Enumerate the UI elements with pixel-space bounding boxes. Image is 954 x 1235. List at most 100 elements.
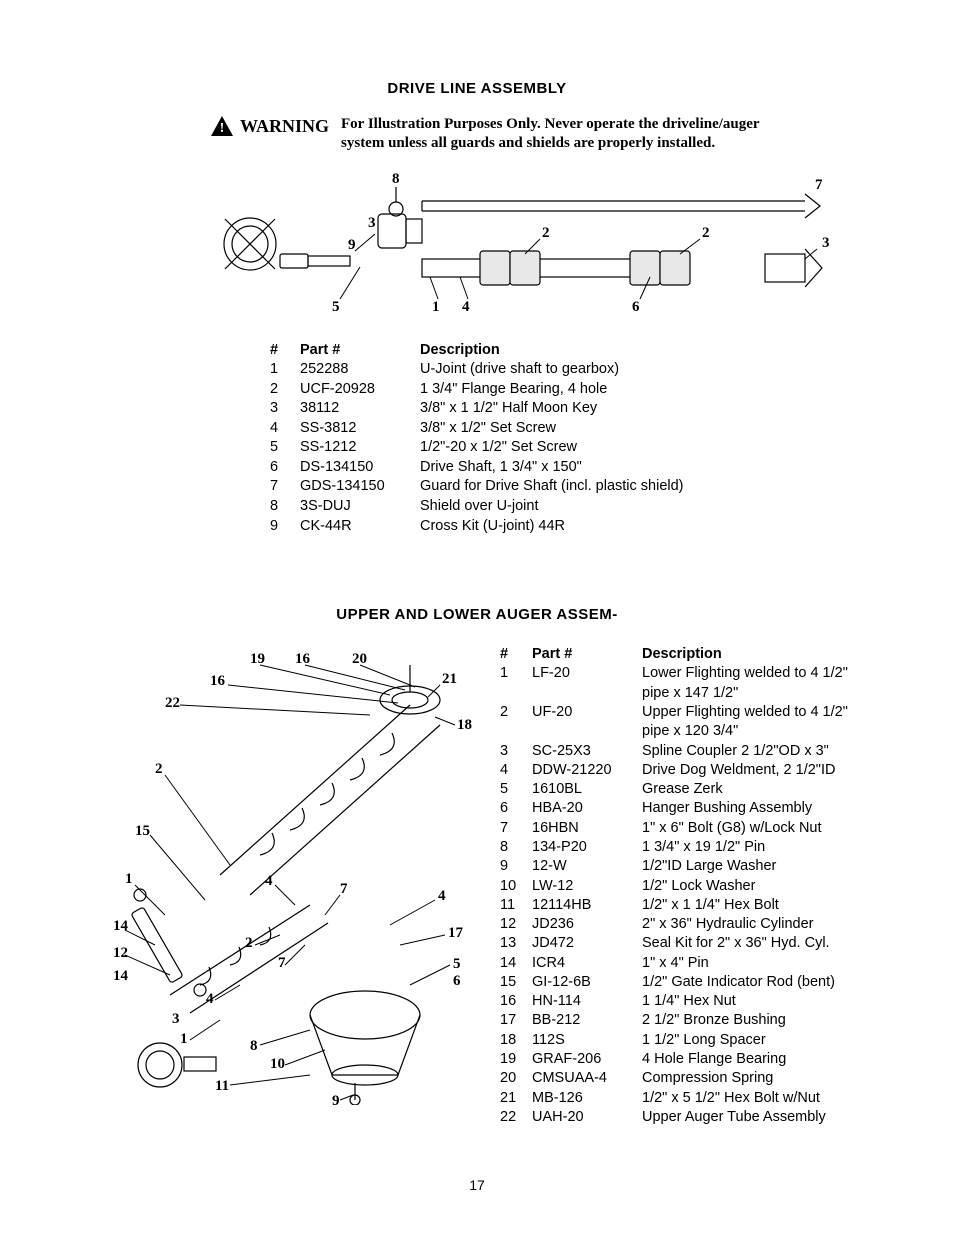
cell-desc: 1" x 6" Bolt (G8) w/Lock Nut xyxy=(642,819,874,838)
section2-title: UPPER AND LOWER AUGER ASSEM- xyxy=(80,606,874,623)
cell-part: CMSUAA-4 xyxy=(532,1069,642,1088)
cell-desc: 1 1/4" Hex Nut xyxy=(642,992,874,1011)
cell-desc: Compression Spring xyxy=(642,1069,874,1088)
cell-part: SS-1212 xyxy=(300,438,420,458)
col-part: Part # xyxy=(300,341,420,361)
table-header: # Part # Description xyxy=(270,341,874,361)
svg-text:14: 14 xyxy=(113,968,129,984)
cell-desc: U-Joint (drive shaft to gearbox) xyxy=(420,360,874,380)
svg-text:1: 1 xyxy=(432,299,440,315)
cell-desc: Spline Coupler 2 1/2"OD x 3" xyxy=(642,742,874,761)
cell-desc: 3/8" x 1 1/2" Half Moon Key xyxy=(420,399,874,419)
cell-part: 12114HB xyxy=(532,896,642,915)
table-row: 8134-P201 3/4" x 19 1/2" Pin xyxy=(500,838,874,857)
section1-title: DRIVE LINE ASSEMBLY xyxy=(80,80,874,97)
cell-part: 1610BL xyxy=(532,780,642,799)
cell-part: 252288 xyxy=(300,360,420,380)
cell-desc: Upper Flighting welded to 4 1/2" pipe x … xyxy=(642,703,874,742)
cell-num: 18 xyxy=(500,1031,532,1050)
auger-parts-table: # Part # Description 1LF-20Lower Flighti… xyxy=(500,645,874,1127)
warning-triangle-icon: ! xyxy=(210,115,234,137)
cell-part: 12-W xyxy=(532,857,642,876)
cell-num: 9 xyxy=(500,857,532,876)
cell-desc: Drive Shaft, 1 3/4" x 150" xyxy=(420,458,874,478)
table-row: 15GI-12-6B1/2" Gate Indicator Rod (bent) xyxy=(500,973,874,992)
cell-num: 3 xyxy=(500,742,532,761)
svg-text:3: 3 xyxy=(822,235,830,251)
svg-text:22: 22 xyxy=(165,695,180,711)
cell-part: GI-12-6B xyxy=(532,973,642,992)
cell-desc: 1/2" Gate Indicator Rod (bent) xyxy=(642,973,874,992)
driveline-diagram: 8 7 xyxy=(210,159,830,329)
cell-num: 1 xyxy=(500,664,532,703)
cell-desc: 1 3/4" x 19 1/2" Pin xyxy=(642,838,874,857)
table-row: 6DS-134150Drive Shaft, 1 3/4" x 150" xyxy=(270,458,874,478)
col-desc: Description xyxy=(642,645,874,664)
cell-num: 16 xyxy=(500,992,532,1011)
svg-text:4: 4 xyxy=(462,299,470,315)
cell-part: 112S xyxy=(532,1031,642,1050)
cell-part: HBA-20 xyxy=(532,799,642,818)
cell-part: BB-212 xyxy=(532,1011,642,1030)
svg-text:9: 9 xyxy=(332,1093,340,1105)
cell-part: HN-114 xyxy=(532,992,642,1011)
svg-text:5: 5 xyxy=(453,956,461,972)
auger-section-wrap: 19 16 20 21 18 16 22 2 15 1 14 12 14 4 7… xyxy=(80,645,874,1127)
svg-text:16: 16 xyxy=(295,651,311,667)
svg-text:17: 17 xyxy=(448,925,464,941)
cell-desc: 2" x 36" Hydraulic Cylinder xyxy=(642,915,874,934)
cell-part: DS-134150 xyxy=(300,458,420,478)
svg-text:2: 2 xyxy=(702,225,710,241)
cell-desc: 3/8" x 1/2" Set Screw xyxy=(420,419,874,439)
cell-part: JD236 xyxy=(532,915,642,934)
cell-part: JD472 xyxy=(532,934,642,953)
svg-text:4: 4 xyxy=(438,888,446,904)
cell-part: LW-12 xyxy=(532,877,642,896)
cell-num: 9 xyxy=(270,517,300,537)
cell-num: 12 xyxy=(500,915,532,934)
cell-num: 8 xyxy=(500,838,532,857)
table-row: 1LF-20Lower Flighting welded to 4 1/2" p… xyxy=(500,664,874,703)
cell-part: ICR4 xyxy=(532,954,642,973)
table-row: 51610BLGrease Zerk xyxy=(500,780,874,799)
cell-desc: Grease Zerk xyxy=(642,780,874,799)
cell-num: 10 xyxy=(500,877,532,896)
svg-text:8: 8 xyxy=(250,1038,258,1054)
table-row: 912-W1/2"ID Large Washer xyxy=(500,857,874,876)
svg-text:5: 5 xyxy=(332,299,340,315)
cell-part: 134-P20 xyxy=(532,838,642,857)
cell-num: 11 xyxy=(500,896,532,915)
table-row: 13JD472Seal Kit for 2" x 36" Hyd. Cyl. xyxy=(500,934,874,953)
cell-desc: 1 1/2" Long Spacer xyxy=(642,1031,874,1050)
table-row: 14ICR41" x 4" Pin xyxy=(500,954,874,973)
svg-text:12: 12 xyxy=(113,945,128,961)
cell-part: LF-20 xyxy=(532,664,642,703)
cell-num: 2 xyxy=(500,703,532,742)
col-part: Part # xyxy=(532,645,642,664)
svg-text:6: 6 xyxy=(453,973,461,989)
cell-desc: 1/2"-20 x 1/2" Set Screw xyxy=(420,438,874,458)
cell-num: 7 xyxy=(500,819,532,838)
cell-part: MB-126 xyxy=(532,1089,642,1108)
cell-num: 17 xyxy=(500,1011,532,1030)
cell-desc: Drive Dog Weldment, 2 1/2"ID xyxy=(642,761,874,780)
cell-num: 19 xyxy=(500,1050,532,1069)
cell-num: 5 xyxy=(500,780,532,799)
cell-desc: Hanger Bushing Assembly xyxy=(642,799,874,818)
svg-text:2: 2 xyxy=(155,761,163,777)
col-num: # xyxy=(270,341,300,361)
cell-part: UF-20 xyxy=(532,703,642,742)
table-row: 19GRAF-2064 Hole Flange Bearing xyxy=(500,1050,874,1069)
cell-num: 4 xyxy=(270,419,300,439)
svg-text:4: 4 xyxy=(206,991,214,1007)
svg-text:15: 15 xyxy=(135,823,150,839)
cell-num: 13 xyxy=(500,934,532,953)
table-row: 21MB-1261/2" x 5 1/2" Hex Bolt w/Nut xyxy=(500,1089,874,1108)
svg-text:2: 2 xyxy=(542,225,550,241)
cell-desc: Seal Kit for 2" x 36" Hyd. Cyl. xyxy=(642,934,874,953)
col-num: # xyxy=(500,645,532,664)
cell-num: 21 xyxy=(500,1089,532,1108)
table-row: 2UCF-209281 3/4" Flange Bearing, 4 hole xyxy=(270,380,874,400)
warning-body-text: For Illustration Purposes Only. Never op… xyxy=(341,115,771,153)
svg-text:!: ! xyxy=(220,121,225,136)
